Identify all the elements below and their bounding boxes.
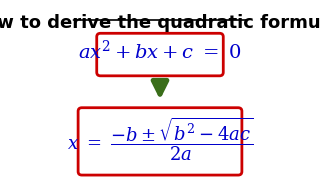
Text: How to derive the quadratic formula?: How to derive the quadratic formula? [0,14,320,32]
Text: $ax^2 + bx + c \ = \ 0$: $ax^2 + bx + c \ = \ 0$ [78,39,242,63]
FancyBboxPatch shape [97,33,223,76]
FancyBboxPatch shape [78,108,242,175]
Text: $x \ = \ \dfrac{-b \pm \sqrt{b^2 - 4ac}}{2a}$: $x \ = \ \dfrac{-b \pm \sqrt{b^2 - 4ac}}… [67,116,253,163]
